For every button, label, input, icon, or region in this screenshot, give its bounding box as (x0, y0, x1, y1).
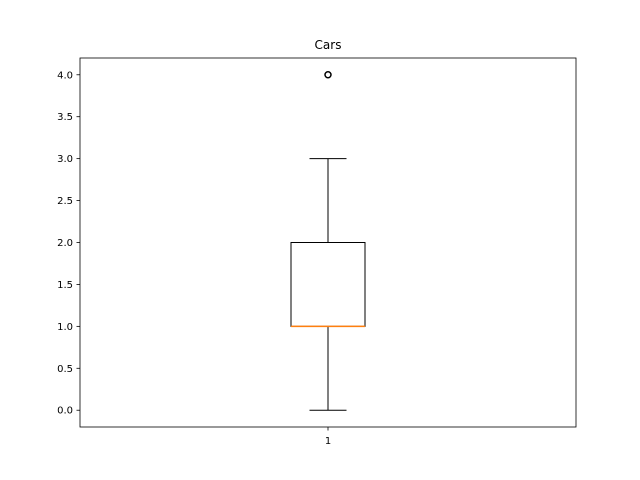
box-iqr (290, 242, 366, 327)
y-tick-label: 0.5 (57, 364, 73, 375)
y-axis: 0.0 0.5 1.0 1.5 2.0 2.5 3.0 3.5 4.0 (57, 70, 80, 417)
y-tick-label: 0.0 (57, 406, 73, 417)
y-tick-label: 1.5 (57, 280, 73, 291)
chart-title: Cars (315, 38, 342, 52)
y-tick-label: 1.0 (57, 322, 73, 333)
y-tick-label: 4.0 (57, 70, 73, 81)
x-tick-label: 1 (325, 436, 331, 447)
box-series (290, 71, 366, 411)
y-tick-label: 3.0 (57, 154, 73, 165)
outlier-point (324, 71, 332, 79)
y-tick-label: 2.5 (57, 196, 73, 207)
x-axis: 1 (325, 427, 331, 447)
y-tick-label: 3.5 (57, 112, 73, 123)
y-tick-label: 2.0 (57, 238, 73, 249)
